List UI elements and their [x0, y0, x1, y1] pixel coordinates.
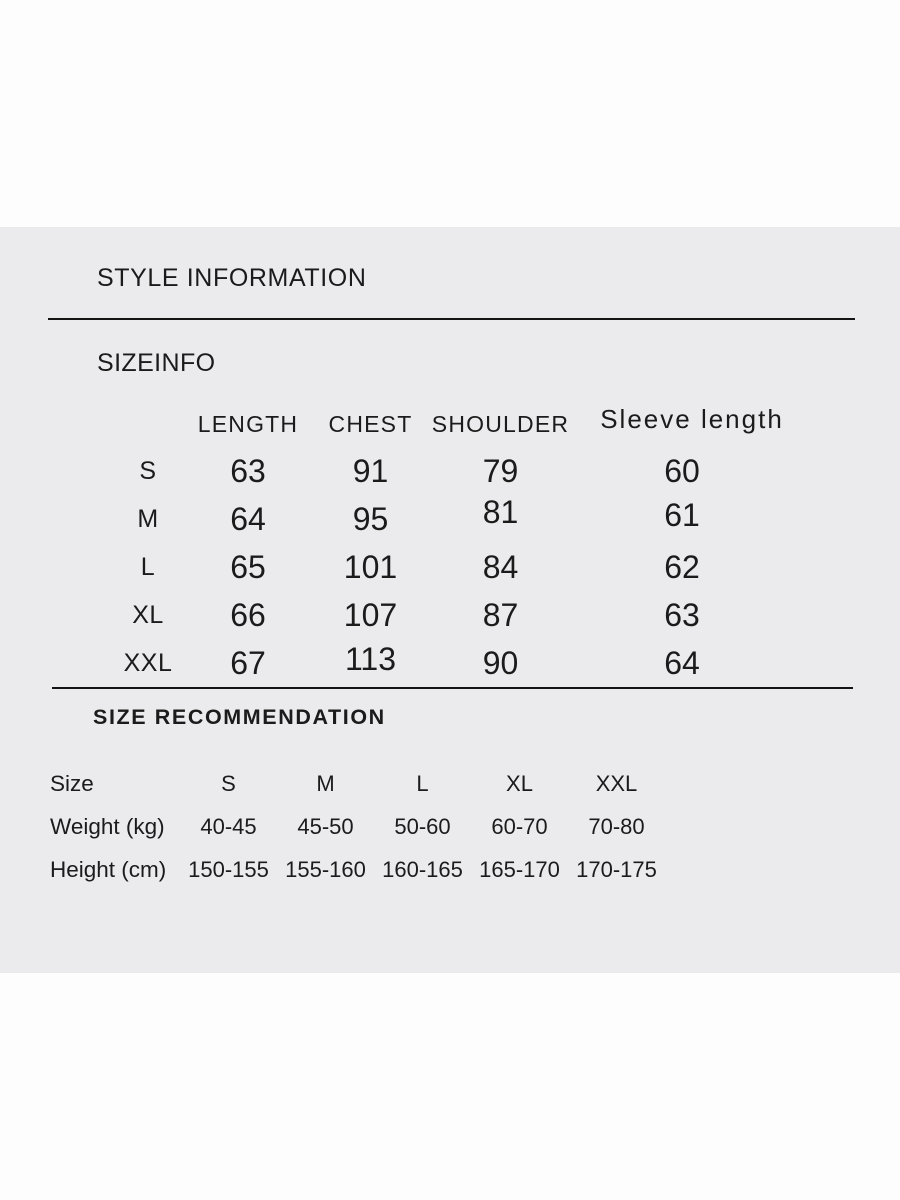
sizeinfo-heading: SIZEINFO: [97, 349, 216, 377]
rec-cell: 165-170: [479, 856, 560, 882]
rec-cell: 160-165: [382, 856, 463, 882]
table-cell: 65: [230, 548, 266, 585]
table-cell: 95: [352, 500, 389, 537]
size-recommendation-heading: SIZE RECOMMENDATION: [93, 705, 386, 729]
rec-row-label: Height (cm): [50, 856, 167, 882]
rec-cell: S: [221, 770, 236, 796]
table-cell: 64: [230, 500, 266, 537]
column-header-sleeve-length: Sleeve length: [600, 403, 784, 434]
table-cell: 60: [664, 452, 700, 489]
table-cell: 107: [343, 596, 398, 633]
table-cell: 87: [482, 596, 519, 633]
divider-top: [48, 318, 855, 320]
rec-cell: 50-60: [394, 813, 451, 839]
size-row-label: S: [139, 456, 157, 485]
rec-cell: 70-80: [588, 813, 645, 839]
table-cell: 67: [230, 644, 266, 681]
table-cell: 63: [230, 452, 266, 489]
rec-cell: 60-70: [491, 813, 548, 839]
table-cell: 61: [664, 496, 700, 533]
size-row-label: XL: [132, 600, 164, 629]
table-cell: 62: [664, 548, 700, 585]
table-cell: 91: [352, 452, 389, 489]
rec-cell: 150-155: [188, 856, 269, 882]
rec-cell: 40-45: [200, 813, 257, 839]
table-cell: 113: [344, 640, 396, 677]
size-recommendation-table: Size S M L XL XXL Weight (kg) 40-45 45-5…: [50, 762, 665, 891]
table-cell: 63: [664, 596, 700, 633]
table-cell: 84: [482, 548, 519, 585]
rec-cell: XXL: [595, 770, 638, 796]
content-panel: [0, 227, 900, 973]
style-information-heading: STYLE INFORMATION: [97, 264, 367, 292]
column-header-chest: CHEST: [328, 410, 413, 437]
divider-bottom: [52, 687, 853, 689]
column-header-length: LENGTH: [197, 410, 299, 437]
rec-cell: 170-175: [576, 856, 657, 882]
column-header-shoulder: SHOULDER: [431, 410, 570, 437]
size-table-corner-cell: [88, 401, 208, 447]
rec-cell: 45-50: [297, 813, 354, 839]
table-cell: 66: [230, 596, 266, 633]
rec-cell: M: [316, 770, 335, 796]
size-row-label: M: [137, 504, 159, 533]
rec-cell: XL: [506, 770, 533, 796]
table-cell: 101: [343, 548, 398, 585]
rec-cell: 155-160: [285, 856, 366, 882]
size-row-label: L: [140, 552, 156, 581]
rec-row-label: Size: [50, 770, 94, 796]
table-cell: 90: [482, 644, 519, 681]
rec-cell: L: [416, 770, 429, 796]
table-cell: 64: [664, 644, 700, 681]
table-cell: 79: [482, 452, 519, 489]
table-cell: 81: [482, 493, 519, 530]
size-row-label: XXL: [123, 648, 173, 677]
rec-row-label: Weight (kg): [50, 813, 165, 839]
sizeinfo-table: LENGTH CHEST SHOULDER Sleeve length S 63…: [88, 401, 816, 687]
